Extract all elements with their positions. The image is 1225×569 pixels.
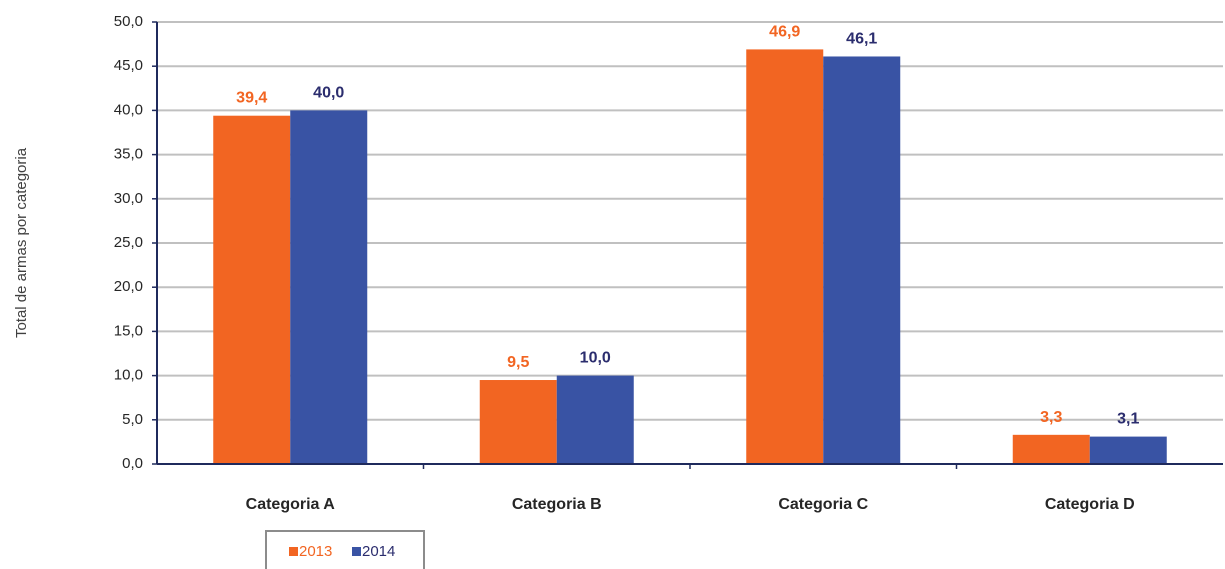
legend-label: 2013 bbox=[299, 543, 332, 560]
data-label: 10,0 bbox=[580, 350, 611, 367]
y-tick-label: 5,0 bbox=[122, 411, 143, 428]
y-tick-label: 40,0 bbox=[114, 101, 143, 118]
y-tick-label: 20,0 bbox=[114, 278, 143, 295]
data-label: 9,5 bbox=[507, 354, 529, 371]
data-labels: 39,4 40,0 9,5 10,0 46,9 46,1 3,3 3,1 bbox=[236, 23, 1139, 427]
y-tick-label: 15,0 bbox=[114, 322, 143, 339]
bar-2013-1 bbox=[213, 115, 291, 464]
bar-2014-2 bbox=[556, 375, 634, 464]
data-label: 3,1 bbox=[1117, 411, 1139, 428]
bar-2014-1 bbox=[290, 110, 368, 465]
y-tick-label: 25,0 bbox=[114, 234, 143, 251]
data-label: 39,4 bbox=[236, 90, 267, 107]
x-category-label: Categoria C bbox=[778, 496, 868, 513]
data-label: 46,9 bbox=[769, 23, 800, 40]
data-label: 46,1 bbox=[846, 30, 877, 47]
y-tick-label: 0,0 bbox=[122, 455, 143, 472]
legend-label: 2014 bbox=[362, 543, 395, 560]
legend-swatch-2013 bbox=[289, 547, 298, 556]
x-category-label: Categoria A bbox=[246, 496, 336, 513]
y-tick-label: 30,0 bbox=[114, 190, 143, 207]
axes bbox=[152, 21, 1223, 469]
y-tick-label: 35,0 bbox=[114, 146, 143, 163]
bars bbox=[213, 49, 1167, 465]
y-tick-label: 10,0 bbox=[114, 367, 143, 384]
x-category-label: Categoria D bbox=[1045, 496, 1135, 513]
y-tick-labels: 0,0 5,0 10,0 15,0 20,0 25,0 30,0 35,0 40,0 45,0 50… bbox=[114, 13, 143, 472]
bar-2013-2 bbox=[479, 380, 557, 464]
bar-2014-4 bbox=[1089, 436, 1167, 464]
data-label: 3,3 bbox=[1040, 409, 1062, 426]
legend-swatch-2014 bbox=[352, 547, 361, 556]
data-label: 40,0 bbox=[313, 84, 344, 101]
y-tick-label: 45,0 bbox=[114, 57, 143, 74]
y-axis-label: Total de armas por categoria bbox=[13, 147, 30, 338]
bar-2013-4 bbox=[1012, 434, 1090, 464]
legend: 2013 2014 bbox=[265, 530, 425, 569]
x-category-labels: Categoria A Categoria B Categoria C Categor… bbox=[246, 496, 1135, 513]
x-category-label: Categoria B bbox=[512, 496, 602, 513]
y-tick-label: 50,0 bbox=[114, 13, 143, 30]
bar-2014-3 bbox=[823, 56, 901, 464]
bar-2013-3 bbox=[746, 49, 824, 465]
